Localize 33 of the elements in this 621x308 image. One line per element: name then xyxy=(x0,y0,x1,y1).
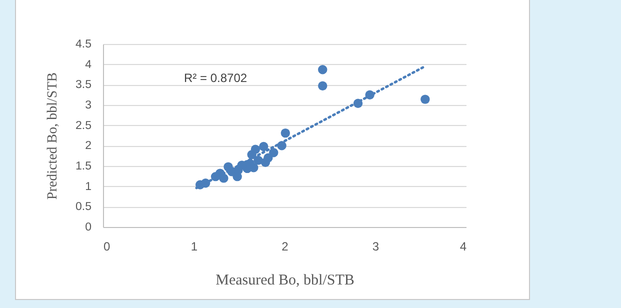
y-tick-label: 2 xyxy=(85,140,92,152)
point xyxy=(365,90,374,100)
point xyxy=(420,94,430,104)
y-tick-label: 1.5 xyxy=(76,160,92,172)
point xyxy=(318,81,328,90)
y-axis-title: Predicted Bo, bbl/STB xyxy=(46,72,61,200)
point xyxy=(200,178,210,188)
point xyxy=(269,148,278,158)
point xyxy=(318,65,328,74)
y-tick-label: 3.5 xyxy=(76,79,92,92)
x-tick-label: 4 xyxy=(460,240,467,254)
x-tick-label: 2 xyxy=(282,240,289,254)
x-tick-label: 1 xyxy=(190,240,198,254)
x-tick-label: 3 xyxy=(372,240,380,254)
y-tick-label: 0.5 xyxy=(76,201,92,214)
x-tick-label: 0 xyxy=(104,240,110,254)
y-tick-label: 0 xyxy=(85,222,92,234)
y-tick-label: 3 xyxy=(85,100,92,112)
point xyxy=(259,142,268,152)
point xyxy=(234,165,243,175)
point xyxy=(260,158,270,167)
point xyxy=(353,98,363,108)
point xyxy=(280,128,290,138)
point xyxy=(210,172,220,182)
point xyxy=(277,141,286,150)
y-tick-label: 4.5 xyxy=(76,38,92,50)
y-tick-label: 2.5 xyxy=(76,120,92,132)
y-tick-label: 1 xyxy=(85,180,92,193)
x-axis-title: Measured Bo, bbl/STB xyxy=(216,272,354,288)
annotation: R² = 0.8702 xyxy=(184,71,248,85)
point xyxy=(254,156,263,165)
y-tick-label: 4 xyxy=(85,58,92,71)
point xyxy=(247,150,256,160)
